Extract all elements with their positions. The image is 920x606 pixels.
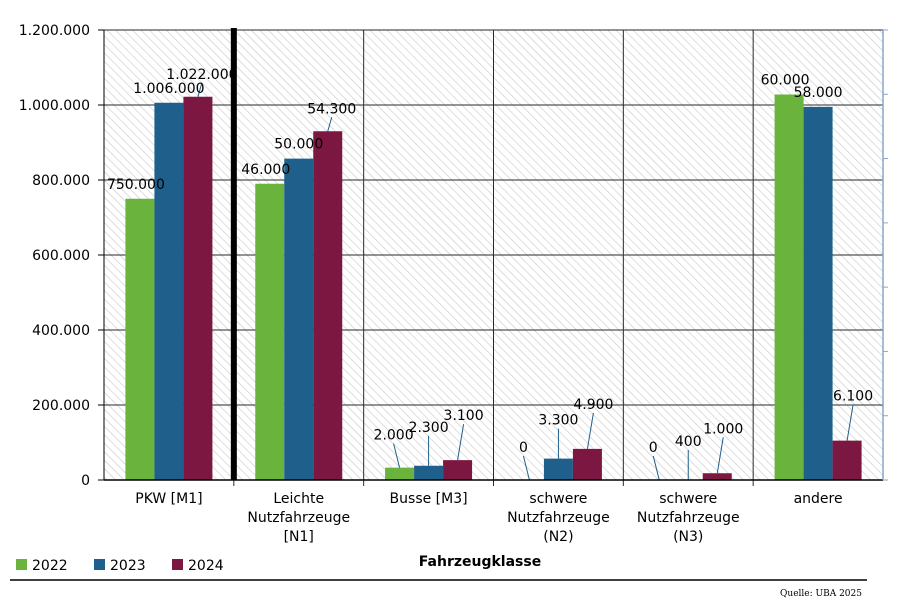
legend-label: 2022 [32,558,68,574]
data-label: 1.006.000 [133,81,204,97]
bar [832,440,862,480]
y-tick-label: 1.200.000 [19,23,90,39]
bar [443,460,473,480]
data-label: 2.000 [374,428,414,444]
x-category-label-line: (N2) [543,529,573,545]
y-tick-label: 600.000 [32,248,90,264]
data-label: 60.000 [761,73,810,89]
legend-swatch [16,559,27,570]
bar [774,94,804,480]
x-category-label-line: schwere [659,491,717,507]
leader-line [457,424,465,461]
leader-line [586,412,594,449]
bar [702,473,732,480]
x-category-label-line: (N3) [673,529,703,545]
data-label: 54.300 [307,101,356,117]
data-label: 3.100 [444,408,484,424]
x-category-label-line: [N1] [284,529,314,545]
legend-swatch [94,559,105,570]
legend-item: 2024 [172,558,224,574]
data-label: 1.022.000 [166,67,237,83]
x-category-label-line: schwere [529,491,587,507]
x-category-label: Leichte Nutzfahrzeuge [N1] [247,491,350,545]
source-note: Quelle: UBA 2025 [780,589,862,599]
x-category-label: schwere Nutzfahrzeuge (N3) [637,491,740,545]
data-label: 50.000 [274,137,323,153]
data-label: 46.000 [241,162,290,178]
bar [313,131,343,480]
y-tick-label: 400.000 [32,323,90,339]
bar [255,183,285,480]
x-category-label-line: andere [794,491,843,507]
data-label: 400 [675,434,702,450]
bar [154,102,184,480]
legend-swatch [172,559,183,570]
data-label: 4.900 [573,397,613,413]
x-category-label: Busse [M3] [390,491,468,507]
bar [125,198,155,480]
leader-line [393,443,401,468]
data-labels: 750.000 46.000 2.000 0 0 60.000 1.006.000 50.00… [107,67,873,456]
data-label: 1.000 [703,421,743,437]
data-label: 6.100 [833,389,873,405]
x-category-label: andere [794,491,843,507]
leader-line [716,437,724,474]
y-tick-label: 0 [81,473,90,489]
x-category-label-line: Leichte [273,491,324,507]
bar [414,465,444,480]
data-label: 3.300 [538,413,578,429]
legend-item: 2022 [16,558,68,574]
data-label: 0 [649,440,658,456]
x-category-label-line: Nutzfahrzeuge [637,510,740,526]
y-tick-label: 1.000.000 [19,98,90,114]
x-category-label: PKW [M1] [135,491,202,507]
x-category-label-line: PKW [M1] [135,491,202,507]
x-axis-title: Fahrzeugklasse [419,554,541,570]
x-category-label-line: Nutzfahrzeuge [247,510,350,526]
x-category-labels: PKW [M1] Leichte Nutzfahrzeuge [N1] Busse [M… [135,491,842,545]
bar [572,448,602,480]
data-label: 750.000 [107,177,165,193]
leader-line [846,404,854,441]
leader-line [197,82,203,97]
bar [183,96,213,480]
x-category-label-line: Nutzfahrzeuge [507,510,610,526]
axes [98,28,888,481]
data-label: 0 [519,440,528,456]
legend-item: 2023 [94,558,146,574]
legend-label: 2024 [188,558,224,574]
y-tick-labels: 0 200.000 400.000 600.000 800.000 1.000.000 1.… [19,23,90,489]
leader-lines [197,82,854,481]
legend-label: 2023 [110,558,146,574]
data-label: 58.000 [794,85,843,101]
bar [284,158,314,480]
bars [125,94,862,480]
bar [385,467,415,480]
data-label: 2.300 [409,420,449,436]
legend: 2022 2023 2024 [16,558,224,574]
leader-line [652,455,660,481]
bar [803,106,833,480]
leader-line [327,117,333,132]
bar [543,458,573,480]
leader-line [522,455,530,481]
y-tick-label: 200.000 [32,398,90,414]
y-tick-label: 800.000 [32,173,90,189]
x-category-label: schwere Nutzfahrzeuge (N2) [507,491,610,545]
x-category-label-line: Busse [M3] [390,491,468,507]
